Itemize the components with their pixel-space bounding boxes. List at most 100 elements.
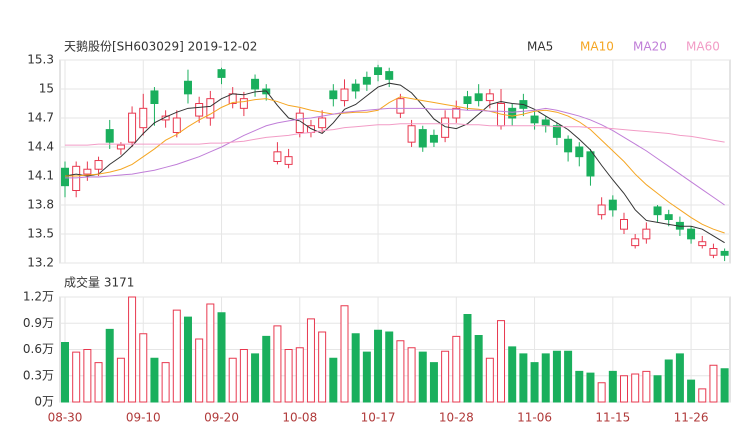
volume-bar — [273, 325, 282, 403]
volume-bar — [407, 347, 416, 403]
candle-body — [239, 98, 248, 109]
ma-line — [65, 107, 725, 206]
legend-label: MA5 — [527, 40, 553, 54]
y-tick-label: 13.2 — [27, 256, 54, 270]
volume-bar — [597, 382, 606, 403]
x-tick-label: 09-20 — [204, 411, 239, 425]
volume-title: 成交量 3171 — [64, 275, 134, 290]
volume-bar — [139, 333, 148, 403]
candle-body — [698, 241, 707, 247]
volume-bar — [83, 349, 92, 403]
candle-body — [83, 168, 92, 175]
volume-bar — [183, 316, 192, 403]
volume-bar — [463, 314, 472, 403]
volume-bar — [485, 357, 494, 403]
candle-body — [183, 80, 192, 95]
candle-body — [206, 98, 215, 119]
volume-bar — [418, 351, 427, 403]
legend-label: MA60 — [686, 40, 720, 54]
volume-bar — [631, 373, 640, 403]
y-tick-label: 14.7 — [27, 111, 54, 125]
volume-bar — [519, 353, 528, 403]
candle-body — [575, 146, 584, 158]
candle-body — [128, 112, 137, 143]
candle-body — [116, 144, 125, 150]
candle-body — [653, 206, 662, 216]
x-tick-label: 10-17 — [361, 411, 396, 425]
candle-body — [351, 83, 360, 92]
y-tick-label: 14.1 — [27, 169, 54, 183]
candle-body — [172, 117, 181, 133]
volume-bar — [195, 338, 204, 403]
volume-bar — [642, 370, 651, 403]
volume-bar — [105, 328, 114, 403]
candle-body — [195, 103, 204, 117]
y-tick-label: 1.2万 — [23, 290, 54, 304]
candle-body — [362, 76, 371, 85]
ma-line — [65, 96, 725, 234]
ma-line — [65, 123, 725, 146]
volume-bar — [362, 351, 371, 403]
candle-body — [452, 107, 461, 119]
candle-body — [597, 204, 606, 216]
y-tick-label: 13.5 — [27, 227, 54, 241]
volume-bar — [687, 379, 696, 403]
candle-body — [407, 125, 416, 143]
volume-bar — [452, 335, 461, 403]
volume-bar — [295, 347, 304, 403]
volume-bar — [396, 340, 405, 403]
price-frame — [59, 59, 731, 264]
y-tick-label: 0.3万 — [23, 368, 54, 382]
volume-bar — [564, 350, 573, 403]
volume-bar — [385, 331, 394, 403]
candle-body — [284, 156, 293, 165]
x-tick-label: 11-15 — [595, 411, 630, 425]
volume-bar — [306, 318, 315, 403]
candle-body — [150, 90, 159, 105]
y-tick-label: 0.9万 — [23, 316, 54, 330]
volume-bar — [217, 312, 226, 403]
x-tick-label: 10-08 — [282, 411, 317, 425]
candle-body — [251, 78, 260, 90]
candle-body — [564, 138, 573, 153]
candle-body — [720, 250, 729, 256]
y-tick-label: 0万 — [34, 395, 54, 409]
candle-body — [385, 71, 394, 80]
candle-body — [508, 107, 517, 119]
volume-bar — [497, 320, 506, 403]
volume-bar — [206, 303, 215, 403]
candle-body — [474, 93, 483, 102]
volume-bar — [284, 349, 293, 403]
y-tick-label: 14.4 — [27, 140, 54, 154]
legend-label: MA10 — [580, 40, 614, 54]
volume-bar — [374, 329, 383, 403]
candle-body — [608, 199, 617, 211]
volume-bar — [653, 375, 662, 403]
volume-bar — [541, 353, 550, 403]
x-tick-label: 11-26 — [674, 411, 709, 425]
candle-body — [620, 219, 628, 230]
volume-bar — [150, 357, 159, 403]
candle-body — [485, 93, 494, 102]
candle-body — [642, 228, 651, 240]
volume-bar — [620, 375, 628, 403]
candle-body — [429, 134, 438, 143]
volume-bar — [318, 331, 327, 403]
volume-bar — [552, 350, 561, 403]
chart-title: 天鹅股份[SH603029] 2019-12-02 — [64, 40, 257, 54]
x-tick-label: 09-10 — [126, 411, 161, 425]
volume-bar — [262, 335, 271, 403]
volume-bar — [239, 349, 248, 403]
volume-bar — [575, 370, 584, 403]
volume-bar — [586, 372, 595, 403]
volume-bar — [709, 364, 718, 403]
candle-body — [463, 96, 472, 104]
candle-body — [318, 117, 327, 129]
volume-bar — [720, 368, 729, 403]
x-tick-label: 08-30 — [48, 411, 83, 425]
volume-bar — [251, 353, 260, 403]
candle-body — [161, 115, 170, 121]
candle-body — [586, 151, 595, 177]
y-tick-label: 15 — [39, 82, 54, 96]
